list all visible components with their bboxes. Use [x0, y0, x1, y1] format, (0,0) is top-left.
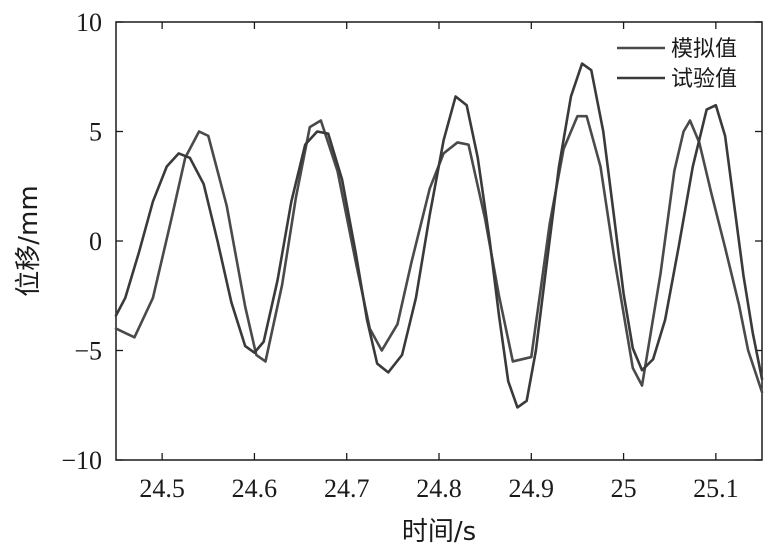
y-tick-label: −10 — [61, 446, 102, 475]
x-axis: 24.5 24.6 24.7 24.8 24.9 25 25.1 — [139, 22, 739, 503]
x-tick-label: 24.9 — [509, 474, 555, 503]
legend-label: 试验值 — [671, 67, 737, 92]
series-layer — [114, 62, 764, 409]
x-tick-label: 24.8 — [416, 474, 462, 503]
y-axis: −10 −5 0 5 10 — [61, 8, 762, 475]
x-tick-label: 24.6 — [232, 474, 278, 503]
x-tick-label: 25.1 — [693, 474, 739, 503]
series-line-1 — [114, 114, 764, 394]
y-tick-label: 5 — [89, 118, 102, 147]
series-line-2 — [114, 62, 764, 409]
y-tick-label: 10 — [76, 8, 102, 37]
x-tick-label: 25 — [611, 474, 637, 503]
x-tick-label: 24.7 — [324, 474, 370, 503]
x-tick-label: 24.5 — [139, 474, 185, 503]
y-axis-title: 位移/mm — [14, 185, 44, 296]
y-tick-label: −5 — [74, 337, 102, 366]
legend-label: 模拟值 — [671, 37, 737, 62]
x-axis-title: 时间/s — [402, 517, 476, 547]
y-tick-label: 0 — [89, 227, 102, 256]
